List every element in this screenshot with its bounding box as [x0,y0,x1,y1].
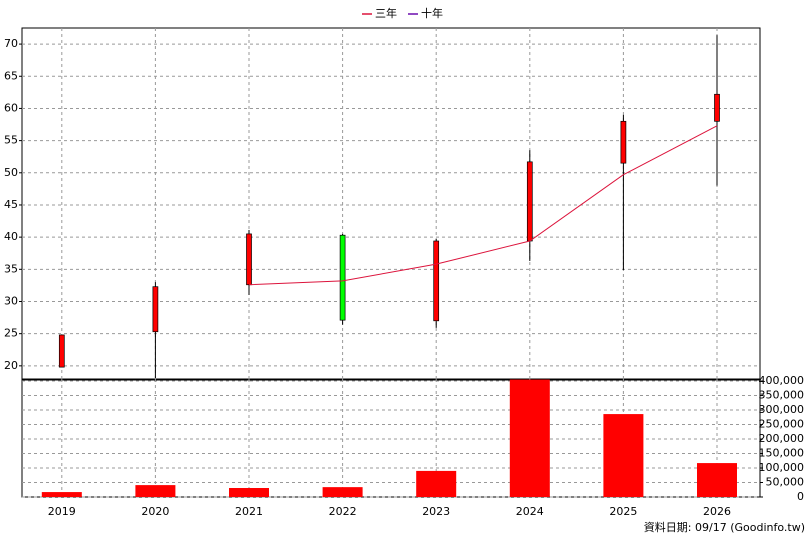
volume-bar [603,414,644,497]
y-tick-label: 60 [4,101,18,114]
candle-body [152,286,159,333]
y-tick-label: 250,000 [759,418,805,431]
footer: 資料日期: 09/17 (Goodinfo.tw) [644,520,805,534]
y-tick-label: 70 [4,37,18,50]
volume-bar [697,463,737,497]
volume-bar [509,379,550,497]
y-tick-label: 400,000 [759,374,805,387]
y-tick-label: 25 [4,327,18,340]
candle-body [714,93,720,122]
y-tick-label: 300,000 [759,403,805,416]
price-frame [21,27,761,381]
candle-body [339,234,346,321]
x-tick-label: 2025 [609,505,637,518]
y-tick-label: 40 [4,230,18,243]
y-tick-label: 35 [4,262,18,275]
candle-body [620,120,627,164]
y-tick-label: 150,000 [759,447,805,460]
y-tick-label: 20 [4,359,18,372]
volume-bar [41,492,82,497]
y-tick-label: 65 [4,69,18,82]
y-tick-label: 200,000 [759,432,805,445]
volume-bar [322,487,363,497]
volume-bar [135,485,176,497]
y-tick-label: 50,000 [766,476,805,489]
x-tick-label: 2024 [516,505,544,518]
y-tick-label: 55 [4,134,18,147]
y-tick-label: 45 [4,198,18,211]
volume-bar [229,488,269,497]
candle-body [246,233,252,286]
x-tick-label: 2026 [703,505,731,518]
x-tick-label: 2019 [48,505,76,518]
x-tick-label: 2022 [329,505,357,518]
line-series [248,125,718,286]
x-tick-label: 2020 [141,505,169,518]
y-tick-label: 100,000 [759,461,805,474]
x-tick-label: 2021 [235,505,263,518]
candle-body [526,161,533,242]
y-tick-label: 0 [797,490,804,503]
volume-bar [416,470,457,497]
y-tick-label: 50 [4,166,18,179]
y-tick-label: 350,000 [759,389,805,402]
candle-body [58,334,65,368]
legend-label: 十年 [421,6,443,20]
candle-body [433,240,440,322]
y-tick-label: 30 [4,294,18,307]
volume-frame [21,378,761,498]
legend-label: 三年 [375,6,397,20]
x-tick-label: 2023 [422,505,450,518]
